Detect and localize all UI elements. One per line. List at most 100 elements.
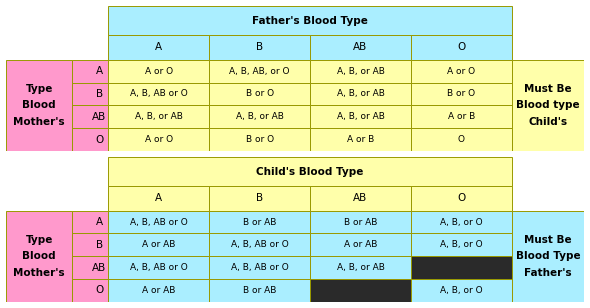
Bar [310, 35, 411, 60]
Bar [108, 6, 512, 35]
Bar [108, 35, 209, 60]
Bar [310, 105, 411, 128]
Bar [411, 279, 512, 302]
Text: Child's: Child's [529, 117, 568, 127]
Text: O: O [95, 286, 103, 295]
Text: AB: AB [92, 263, 106, 273]
Text: Type: Type [25, 235, 53, 245]
Bar [108, 105, 209, 128]
Bar [209, 186, 310, 211]
Text: A, B, AB or O: A, B, AB or O [231, 240, 289, 249]
Bar [73, 279, 108, 302]
Text: A, B, or O: A, B, or O [440, 217, 483, 227]
Bar [73, 256, 108, 279]
Bar [310, 279, 411, 302]
Text: O: O [95, 135, 103, 144]
Bar [512, 60, 584, 151]
Text: A or O: A or O [447, 67, 476, 76]
Text: Mother's: Mother's [14, 117, 65, 127]
Bar [310, 128, 411, 151]
Text: A or B: A or B [448, 112, 475, 121]
Bar [73, 128, 108, 151]
Bar [108, 233, 209, 256]
Bar [209, 60, 310, 83]
Text: Child's Blood Type: Child's Blood Type [256, 167, 363, 176]
Bar [6, 60, 73, 151]
Bar [310, 211, 411, 233]
Bar [73, 60, 108, 83]
Text: B: B [256, 193, 263, 203]
Text: Blood: Blood [22, 100, 56, 110]
Text: B or O: B or O [245, 135, 274, 144]
Text: B or O: B or O [245, 89, 274, 99]
Bar [411, 186, 512, 211]
Text: A, B, or O: A, B, or O [440, 240, 483, 249]
Bar [411, 233, 512, 256]
Text: A or O: A or O [145, 135, 173, 144]
Text: O: O [458, 135, 465, 144]
Text: A, B, AB or O: A, B, AB or O [130, 217, 188, 227]
Text: A: A [155, 43, 162, 52]
Text: A: A [96, 217, 103, 227]
Text: A, B, or AB: A, B, or AB [336, 112, 385, 121]
Bar [209, 83, 310, 105]
Text: A or AB: A or AB [344, 240, 377, 249]
Text: O: O [457, 43, 466, 52]
Bar [411, 128, 512, 151]
Text: A, B, or AB: A, B, or AB [135, 112, 183, 121]
Bar [209, 211, 310, 233]
Text: B or AB: B or AB [344, 217, 377, 227]
Bar [209, 35, 310, 60]
Bar [73, 211, 108, 233]
Bar [310, 83, 411, 105]
Bar [209, 279, 310, 302]
Bar [108, 60, 209, 83]
Text: Must Be: Must Be [524, 235, 572, 245]
Text: Must Be: Must Be [524, 84, 572, 94]
Bar [411, 256, 512, 279]
Text: A or AB: A or AB [142, 240, 175, 249]
Bar [411, 83, 512, 105]
Bar [512, 211, 584, 302]
Text: A, B, or AB: A, B, or AB [235, 112, 284, 121]
Text: A, B, AB or O: A, B, AB or O [231, 263, 289, 272]
Text: A: A [96, 66, 103, 76]
Text: Type: Type [25, 84, 53, 94]
Text: Blood Type: Blood Type [516, 251, 581, 261]
Bar [411, 211, 512, 233]
Bar [73, 233, 108, 256]
Bar [108, 128, 209, 151]
Bar [209, 233, 310, 256]
Bar [411, 35, 512, 60]
Bar [108, 211, 209, 233]
Bar [310, 186, 411, 211]
Text: A or B: A or B [347, 135, 374, 144]
Text: A, B, AB or O: A, B, AB or O [130, 89, 188, 99]
Text: B or AB: B or AB [243, 217, 276, 227]
Text: Mother's: Mother's [14, 268, 65, 278]
Bar [310, 256, 411, 279]
Bar [108, 83, 209, 105]
Text: A, B, or O: A, B, or O [440, 286, 483, 295]
Text: A or AB: A or AB [142, 286, 175, 295]
Text: B: B [256, 43, 263, 52]
Text: A: A [155, 193, 162, 203]
Bar [6, 211, 73, 302]
Text: Blood type: Blood type [516, 100, 580, 110]
Bar [73, 105, 108, 128]
Bar [209, 256, 310, 279]
Bar [310, 60, 411, 83]
Text: A, B, AB, or O: A, B, AB, or O [230, 67, 290, 76]
Text: Father's Blood Type: Father's Blood Type [252, 16, 368, 26]
Text: A, B, or AB: A, B, or AB [336, 263, 385, 272]
Text: B or AB: B or AB [243, 286, 276, 295]
Bar [411, 60, 512, 83]
Bar [209, 128, 310, 151]
Bar [108, 157, 512, 186]
Text: B or O: B or O [447, 89, 476, 99]
Text: B: B [96, 240, 103, 250]
Bar [310, 233, 411, 256]
Text: A, B, AB or O: A, B, AB or O [130, 263, 188, 272]
Bar [108, 256, 209, 279]
Text: AB: AB [353, 43, 368, 52]
